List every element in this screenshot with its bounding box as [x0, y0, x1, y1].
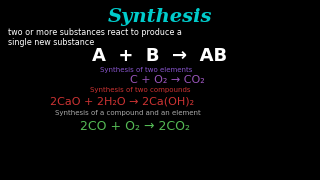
Text: single new substance: single new substance [8, 38, 94, 47]
Text: 2CaO + 2H₂O → 2Ca(OH)₂: 2CaO + 2H₂O → 2Ca(OH)₂ [50, 96, 194, 106]
Text: Synthesis: Synthesis [108, 8, 212, 26]
Text: Synthesis of a compound and an element: Synthesis of a compound and an element [55, 110, 201, 116]
Text: 2CO + O₂ → 2CO₂: 2CO + O₂ → 2CO₂ [80, 120, 190, 133]
Text: A  +  B  →  AB: A + B → AB [92, 47, 228, 65]
Text: Synthesis of two compounds: Synthesis of two compounds [90, 87, 190, 93]
Text: two or more substances react to produce a: two or more substances react to produce … [8, 28, 182, 37]
Text: Synthesis of two elements: Synthesis of two elements [100, 67, 192, 73]
Text: C + O₂ → CO₂: C + O₂ → CO₂ [130, 75, 205, 85]
